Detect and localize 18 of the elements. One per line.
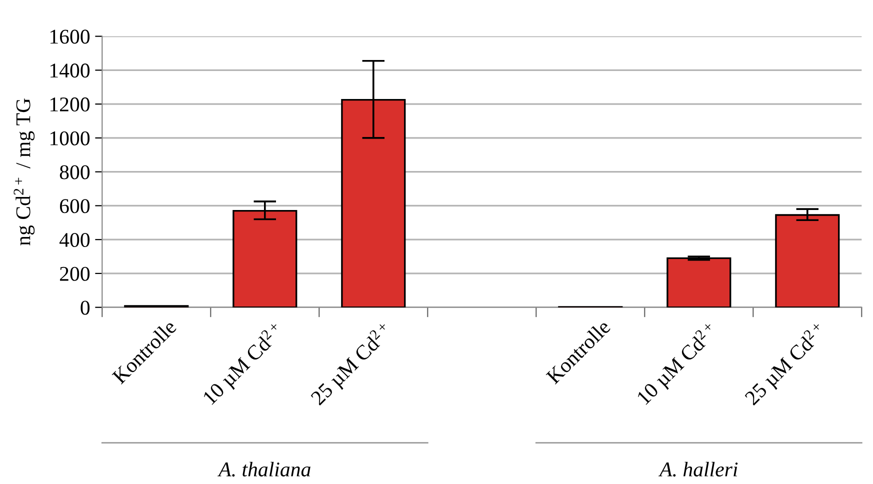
x-tick-label: 25 µM Cd$^{2+}$ bbox=[742, 321, 830, 409]
x-tick-label: 10 µM Cd$^{2+}$ bbox=[634, 321, 722, 408]
y-axis-title: ng Cd$^{2+}$ / mg TG bbox=[14, 98, 35, 246]
text: A. halleri bbox=[658, 462, 738, 477]
y-tick-label: 0 bbox=[80, 300, 90, 315]
y-tick-label: 1600 bbox=[50, 30, 90, 44]
y-tick-label: 1400 bbox=[50, 64, 90, 78]
x-tick-label: 10 µM Cd$^{2+}$ bbox=[200, 321, 288, 408]
x-tick-label: 25 µM Cd$^{2+}$ bbox=[308, 321, 396, 409]
bar bbox=[666, 257, 732, 308]
y-tick-label: 600 bbox=[60, 199, 90, 214]
y-tick-label: 1200 bbox=[50, 97, 90, 112]
bar bbox=[775, 214, 840, 308]
y-tick-label: 1000 bbox=[50, 131, 90, 146]
y-tick-label: 400 bbox=[59, 232, 90, 248]
text: A. thaliana bbox=[217, 462, 310, 477]
y-tick-label: 200 bbox=[60, 266, 90, 281]
y-tick-label: 800 bbox=[60, 165, 90, 180]
